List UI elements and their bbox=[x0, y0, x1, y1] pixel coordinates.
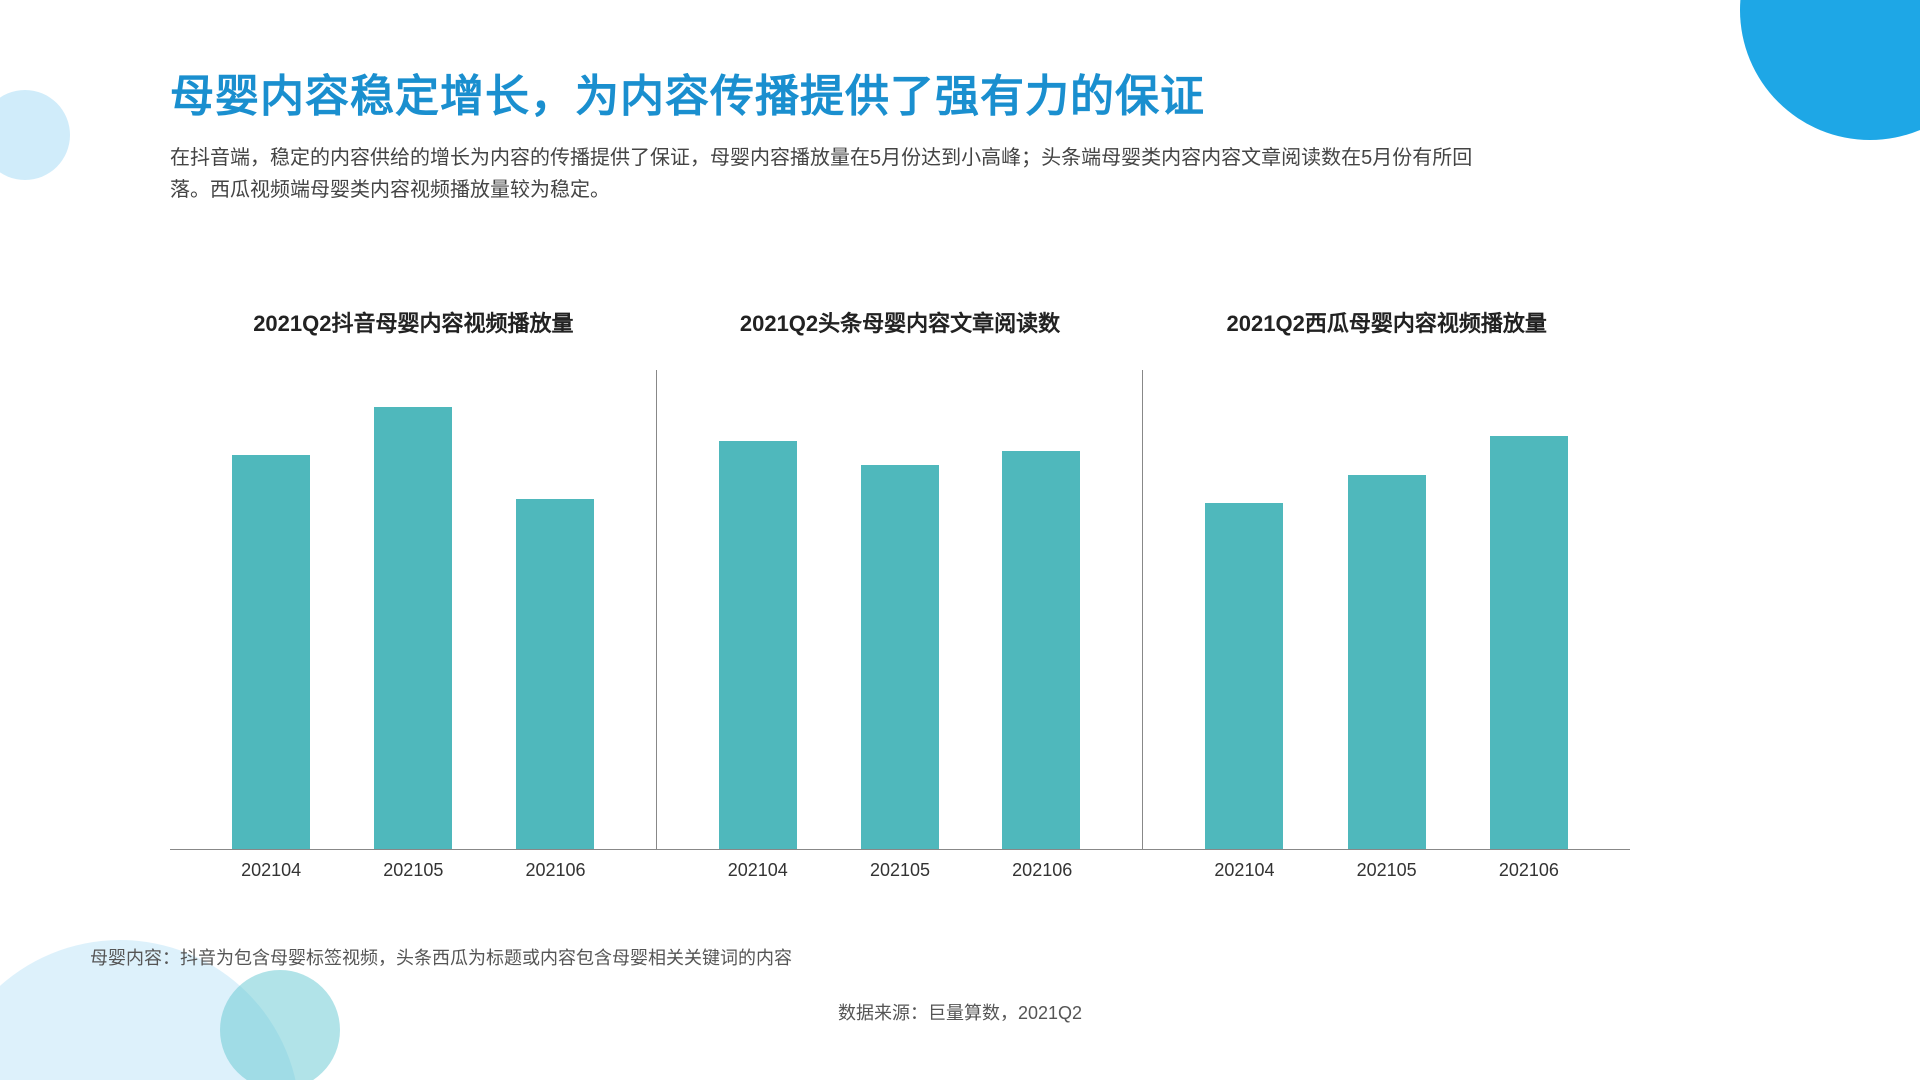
chart-title: 2021Q2西瓜母婴内容视频播放量 bbox=[1227, 306, 1547, 338]
charts-container: 2021Q2抖音母婴内容视频播放量 202104 202105 202106 2… bbox=[170, 306, 1630, 881]
bar bbox=[1490, 436, 1568, 849]
x-label: 202106 bbox=[1003, 860, 1081, 881]
chart-title: 2021Q2抖音母婴内容视频播放量 bbox=[253, 306, 573, 338]
bar bbox=[1348, 475, 1426, 849]
x-label: 202104 bbox=[1205, 860, 1283, 881]
chart-plot bbox=[170, 370, 657, 850]
x-axis: 202104 202105 202106 bbox=[1143, 850, 1630, 881]
page-title: 母婴内容稳定增长，为内容传播提供了强有力的保证 bbox=[170, 60, 1205, 124]
chart-douyin: 2021Q2抖音母婴内容视频播放量 202104 202105 202106 bbox=[170, 306, 657, 881]
bar bbox=[232, 455, 310, 849]
slide-root: 母婴内容稳定增长，为内容传播提供了强有力的保证 在抖音端，稳定的内容供给的增长为… bbox=[0, 0, 1920, 1080]
x-axis: 202104 202105 202106 bbox=[657, 850, 1144, 881]
bars-group bbox=[657, 370, 1143, 849]
bar bbox=[1002, 451, 1080, 849]
x-label: 202106 bbox=[517, 860, 595, 881]
bar bbox=[861, 465, 939, 849]
bar bbox=[719, 441, 797, 849]
footnote-source: 数据来源：巨量算数，2021Q2 bbox=[0, 999, 1920, 1025]
page-subtitle: 在抖音端，稳定的内容供给的增长为内容的传播提供了保证，母婴内容播放量在5月份达到… bbox=[170, 142, 1490, 206]
chart-plot bbox=[1143, 370, 1630, 850]
chart-toutiao: 2021Q2头条母婴内容文章阅读数 202104 202105 202106 bbox=[657, 306, 1144, 881]
title-row: 母婴内容稳定增长，为内容传播提供了强有力的保证 bbox=[170, 60, 1780, 124]
x-label: 202106 bbox=[1490, 860, 1568, 881]
bars-group bbox=[1143, 370, 1630, 849]
chart-title: 2021Q2头条母婴内容文章阅读数 bbox=[740, 306, 1060, 338]
x-axis: 202104 202105 202106 bbox=[170, 850, 657, 881]
bars-group bbox=[170, 370, 656, 849]
chart-plot bbox=[657, 370, 1144, 850]
bar bbox=[516, 499, 594, 849]
x-label: 202104 bbox=[719, 860, 797, 881]
x-label: 202104 bbox=[232, 860, 310, 881]
bar bbox=[374, 407, 452, 849]
x-label: 202105 bbox=[861, 860, 939, 881]
x-label: 202105 bbox=[374, 860, 452, 881]
bar bbox=[1205, 503, 1283, 849]
footnote-definition: 母婴内容：抖音为包含母婴标签视频，头条西瓜为标题或内容包含母婴相关关键词的内容 bbox=[90, 944, 792, 970]
chart-xigua: 2021Q2西瓜母婴内容视频播放量 202104 202105 202106 bbox=[1143, 306, 1630, 881]
x-label: 202105 bbox=[1348, 860, 1426, 881]
